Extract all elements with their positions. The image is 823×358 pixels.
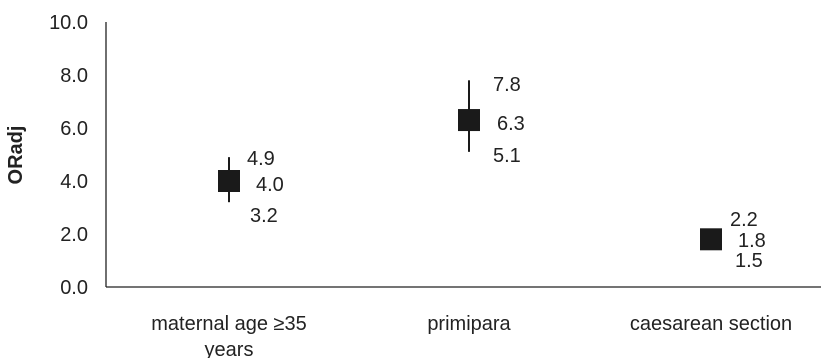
x-category-label: caesarean section — [630, 313, 792, 335]
x-category-label: years — [205, 339, 254, 358]
upper-ci-label: 7.8 — [493, 74, 521, 96]
plot-area: 0.0 2.0 4.0 6.0 8.0 10.0 maternal age ≥35 years… — [49, 12, 821, 358]
y-tick-label: 10.0 — [49, 12, 88, 34]
lower-ci-label: 1.5 — [735, 250, 763, 272]
y-tick-label: 0.0 — [60, 277, 88, 299]
lower-ci-label: 5.1 — [493, 145, 521, 167]
data-point-marker — [218, 170, 240, 192]
value-label: 6.3 — [497, 113, 525, 135]
y-tick-label: 2.0 — [60, 224, 88, 246]
data-point-marker — [700, 228, 722, 251]
y-tick-label: 8.0 — [60, 65, 88, 87]
upper-ci-label: 4.9 — [247, 148, 275, 170]
y-tick-label: 4.0 — [60, 171, 88, 193]
upper-ci-label: 2.2 — [730, 209, 758, 231]
y-axis-title: ORadj — [5, 126, 27, 185]
x-category-label: primipara — [427, 313, 511, 335]
x-category-label: maternal age ≥35 — [151, 313, 307, 335]
value-label: 1.8 — [738, 230, 766, 252]
data-point-marker — [458, 109, 480, 132]
value-label: 4.0 — [256, 174, 284, 196]
lower-ci-label: 3.2 — [250, 205, 278, 227]
y-tick-label: 6.0 — [60, 118, 88, 140]
